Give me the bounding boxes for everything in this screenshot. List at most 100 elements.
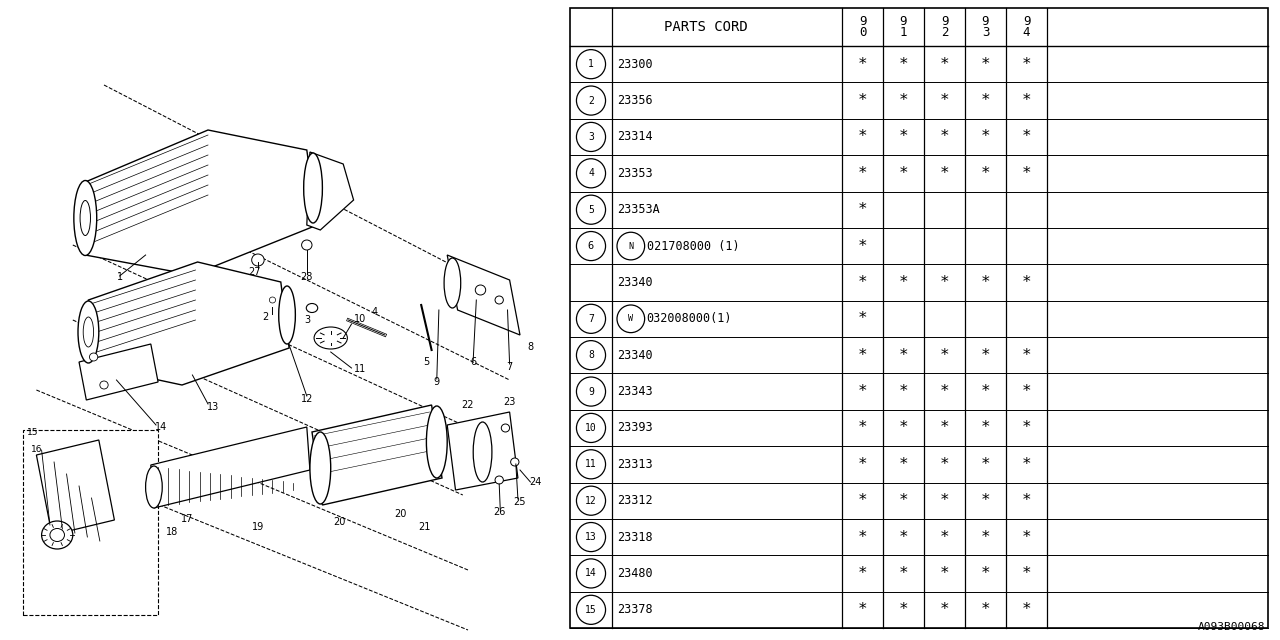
Text: 23393: 23393 [617,421,653,435]
Polygon shape [447,255,520,335]
Text: *: * [980,566,991,581]
Ellipse shape [314,327,347,349]
Circle shape [576,595,605,625]
Text: 27: 27 [248,267,261,277]
Polygon shape [151,427,310,508]
Text: 23343: 23343 [617,385,653,398]
Text: 12: 12 [585,496,596,506]
Circle shape [576,86,605,115]
Circle shape [576,413,605,442]
Circle shape [576,304,605,333]
Text: *: * [940,493,950,508]
Text: 5: 5 [424,357,430,367]
Text: *: * [1021,129,1032,145]
Text: *: * [1021,493,1032,508]
Text: 7: 7 [507,362,513,372]
Text: *: * [899,348,909,363]
Text: 23378: 23378 [617,604,653,616]
Polygon shape [447,412,518,490]
Text: 13: 13 [585,532,596,542]
Text: *: * [980,602,991,618]
Circle shape [576,232,605,260]
Text: 3: 3 [305,315,311,325]
Text: *: * [858,239,868,253]
Ellipse shape [41,521,73,549]
Text: 23312: 23312 [617,494,653,507]
Text: 25: 25 [513,497,526,507]
Text: 9
3: 9 3 [982,15,989,39]
Text: *: * [899,93,909,108]
Text: *: * [940,348,950,363]
Text: *: * [858,166,868,181]
Text: 19: 19 [252,522,264,532]
Ellipse shape [279,286,296,344]
Text: *: * [899,129,909,145]
Text: 23: 23 [503,397,516,407]
Text: 26: 26 [493,507,506,517]
Circle shape [617,232,645,260]
Ellipse shape [83,317,93,347]
Circle shape [576,50,605,79]
Text: 28: 28 [301,272,314,282]
Text: *: * [899,493,909,508]
Text: *: * [899,384,909,399]
Circle shape [252,254,264,266]
Ellipse shape [474,422,492,482]
Polygon shape [312,405,442,505]
Text: *: * [1021,384,1032,399]
Text: 8: 8 [588,350,594,360]
Text: *: * [899,457,909,472]
Text: 16: 16 [31,445,42,454]
Text: *: * [1021,602,1032,618]
Text: 6: 6 [470,357,476,367]
Ellipse shape [81,200,91,236]
Text: 12: 12 [301,394,314,404]
Text: 23480: 23480 [617,567,653,580]
Text: 15: 15 [27,428,38,437]
Circle shape [576,340,605,370]
Text: *: * [980,57,991,72]
Circle shape [302,240,312,250]
Circle shape [495,296,503,304]
Text: 1: 1 [116,272,123,282]
Text: 23340: 23340 [617,276,653,289]
Circle shape [90,353,97,361]
Circle shape [576,486,605,515]
Text: *: * [940,93,950,108]
Text: *: * [940,420,950,435]
Circle shape [576,159,605,188]
Circle shape [495,476,503,484]
Text: 11: 11 [353,364,366,374]
Text: *: * [858,529,868,545]
Text: *: * [1021,457,1032,472]
Text: 8: 8 [527,342,534,352]
Circle shape [576,450,605,479]
Text: 6: 6 [588,241,594,251]
Text: *: * [858,93,868,108]
Text: 021708000 (1): 021708000 (1) [646,239,740,253]
Text: 5: 5 [588,205,594,214]
Text: 20: 20 [333,517,346,527]
Ellipse shape [78,301,99,363]
Text: 9: 9 [434,377,440,387]
Text: *: * [940,166,950,181]
Text: *: * [1021,348,1032,363]
Text: *: * [940,457,950,472]
Circle shape [576,522,605,552]
Text: *: * [899,602,909,618]
Text: 9
1: 9 1 [900,15,908,39]
Circle shape [100,381,108,389]
Text: 9
0: 9 0 [859,15,867,39]
Text: *: * [940,566,950,581]
Polygon shape [88,262,289,385]
Text: 23340: 23340 [617,349,653,362]
Text: 4: 4 [371,307,378,317]
Circle shape [511,458,518,466]
Text: 21: 21 [419,522,430,532]
Text: 9: 9 [588,387,594,397]
Polygon shape [86,130,317,275]
Text: 032008000(1): 032008000(1) [646,312,732,325]
Text: 22: 22 [462,400,475,410]
Text: *: * [980,166,991,181]
Text: 2: 2 [588,95,594,106]
